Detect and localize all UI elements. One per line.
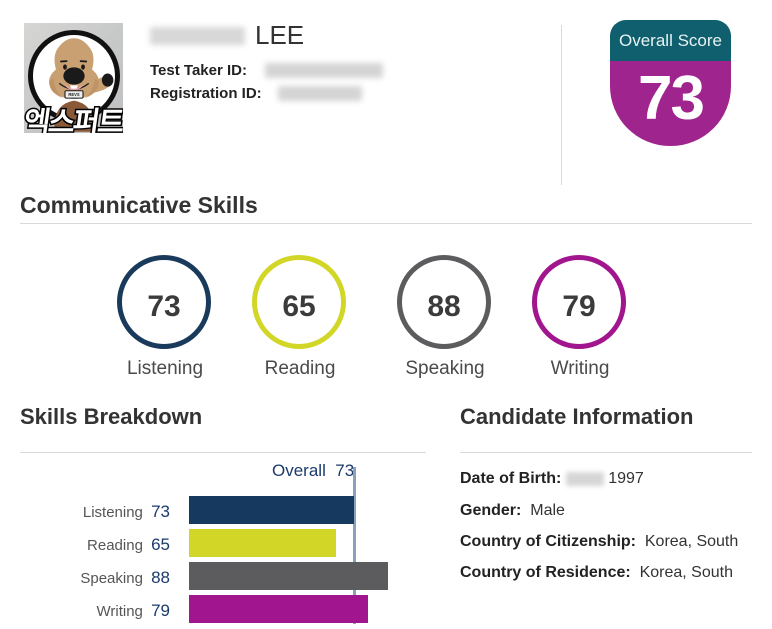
svg-text:REVS: REVS [68,92,79,97]
